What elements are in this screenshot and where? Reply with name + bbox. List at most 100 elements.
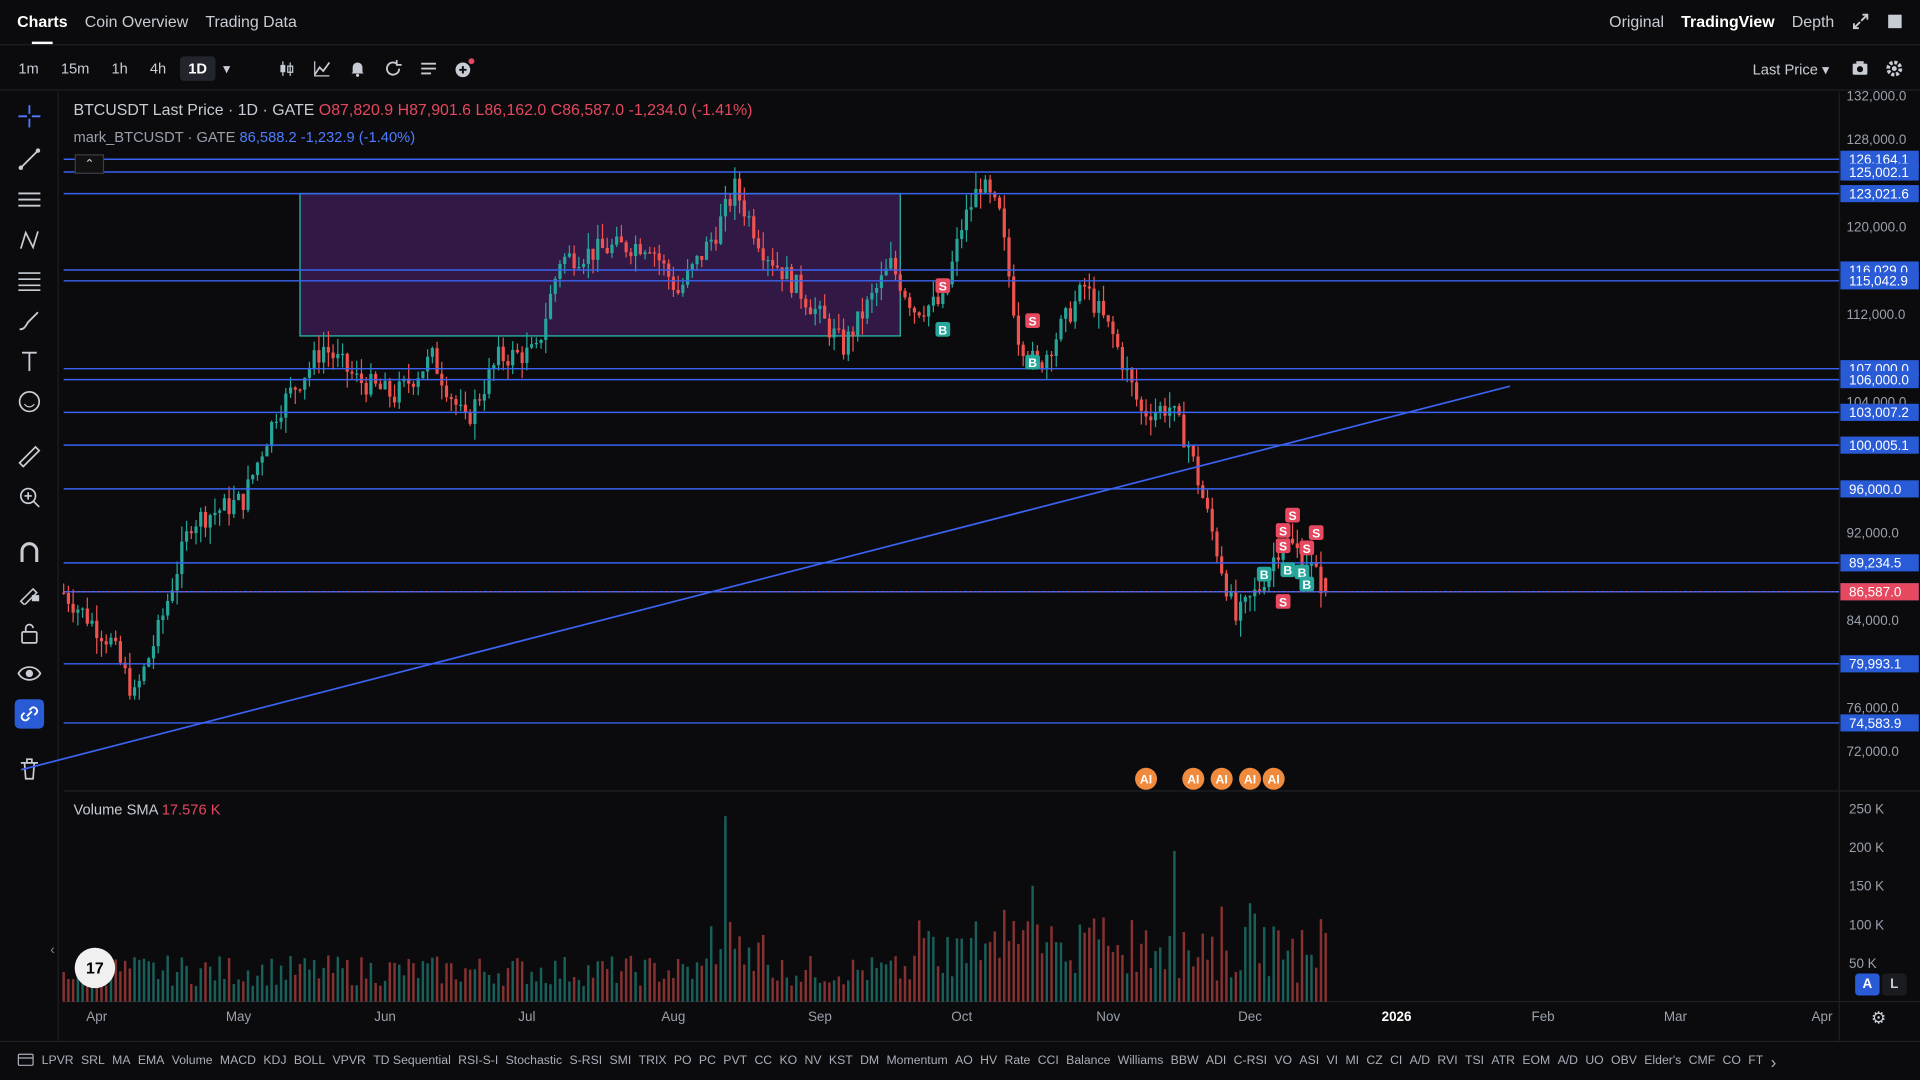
- price-type-dropdown[interactable]: Last Price ▾: [1752, 61, 1830, 79]
- alert-icon[interactable]: [347, 58, 369, 80]
- indicator-19[interactable]: KO: [779, 1054, 798, 1068]
- indicator-45[interactable]: UO: [1585, 1054, 1604, 1068]
- indicator-43[interactable]: EOM: [1522, 1054, 1551, 1068]
- indicator-25[interactable]: HV: [980, 1054, 998, 1068]
- link-icon[interactable]: [14, 699, 45, 729]
- auto-scale-button[interactable]: A: [1855, 973, 1880, 996]
- indicator-50[interactable]: FT: [1748, 1054, 1764, 1068]
- log-scale-button[interactable]: L: [1882, 973, 1907, 996]
- tab-charts[interactable]: Charts: [17, 12, 68, 45]
- brush-icon[interactable]: [15, 306, 44, 335]
- indicators-icon[interactable]: [311, 58, 333, 80]
- timeframe-15m[interactable]: 15m: [60, 60, 90, 78]
- indicator-47[interactable]: Elder's: [1644, 1054, 1682, 1068]
- indicator-10[interactable]: RSI-S-I: [458, 1054, 499, 1068]
- indicator-5[interactable]: MACD: [219, 1054, 256, 1068]
- indicator-20[interactable]: NV: [804, 1054, 822, 1068]
- indicator-40[interactable]: RVI: [1437, 1054, 1458, 1068]
- tab-tradingview[interactable]: TradingView: [1681, 12, 1775, 31]
- indicator-39[interactable]: A/D: [1409, 1054, 1431, 1068]
- candle-type-icon[interactable]: [276, 58, 298, 80]
- indicator-24[interactable]: AO: [955, 1054, 973, 1068]
- indicator-4[interactable]: Volume: [171, 1054, 213, 1068]
- indicator-26[interactable]: Rate: [1004, 1054, 1031, 1068]
- mark-price-label[interactable]: mark_BTCUSDT · GATE: [73, 128, 236, 146]
- indicator-11[interactable]: Stochastic: [505, 1054, 563, 1068]
- emoji-icon[interactable]: [15, 387, 44, 416]
- indicator-3[interactable]: EMA: [137, 1054, 165, 1068]
- indicator-0[interactable]: LPVR: [41, 1054, 74, 1068]
- magnet-icon[interactable]: [15, 538, 44, 567]
- indicator-21[interactable]: KST: [828, 1054, 853, 1068]
- indicator-31[interactable]: ADI: [1205, 1054, 1227, 1068]
- zoom-in-icon[interactable]: [15, 482, 44, 511]
- fib-icon[interactable]: [15, 266, 44, 295]
- indicator-46[interactable]: OBV: [1611, 1054, 1637, 1068]
- indicator-42[interactable]: ATR: [1491, 1054, 1515, 1068]
- indicator-41[interactable]: TSI: [1464, 1054, 1485, 1068]
- indicator-18[interactable]: CC: [754, 1054, 773, 1068]
- indicator-30[interactable]: BBW: [1170, 1054, 1199, 1068]
- add-plus-icon[interactable]: [453, 58, 475, 80]
- pattern-icon[interactable]: [15, 225, 44, 254]
- templates-icon[interactable]: [418, 58, 440, 80]
- indicator-9[interactable]: TD Sequential: [373, 1054, 451, 1068]
- indicator-6[interactable]: KDJ: [263, 1054, 287, 1068]
- indicator-13[interactable]: SMI: [609, 1054, 632, 1068]
- indicator-38[interactable]: CI: [1390, 1054, 1403, 1068]
- tab-original[interactable]: Original: [1609, 12, 1665, 31]
- axis-settings-icon[interactable]: ⚙: [1871, 1007, 1887, 1028]
- indicator-more-arrow[interactable]: ›: [1770, 1051, 1777, 1071]
- indicator-27[interactable]: CCI: [1037, 1054, 1059, 1068]
- tab-depth[interactable]: Depth: [1791, 12, 1835, 31]
- indicator-28[interactable]: Balance: [1066, 1054, 1111, 1068]
- ruler-icon[interactable]: [15, 442, 44, 471]
- horizontal-lines-icon[interactable]: [15, 185, 44, 214]
- tab-coin-overview[interactable]: Coin Overview: [84, 12, 189, 31]
- timeframe-4h[interactable]: 4h: [149, 60, 167, 78]
- indicator-37[interactable]: CZ: [1366, 1054, 1383, 1068]
- timeframe-1m[interactable]: 1m: [18, 60, 39, 78]
- indicator-1[interactable]: SRL: [80, 1054, 105, 1068]
- indicator-36[interactable]: MI: [1345, 1054, 1360, 1068]
- collapse-toolbar-arrow[interactable]: ‹: [50, 942, 55, 958]
- collapse-legend-button[interactable]: ⌃: [74, 154, 105, 174]
- expand-icon[interactable]: [1851, 13, 1868, 30]
- fullscreen-icon[interactable]: [1886, 13, 1903, 30]
- tab-trading-data[interactable]: Trading Data: [205, 12, 297, 31]
- indicator-8[interactable]: VPVR: [332, 1054, 366, 1068]
- chevron-down-icon[interactable]: ▾: [222, 60, 231, 78]
- trash-icon[interactable]: [15, 754, 44, 783]
- timeframe-1h[interactable]: 1h: [111, 60, 128, 78]
- text-icon[interactable]: [15, 347, 44, 376]
- indicator-49[interactable]: CO: [1722, 1054, 1741, 1068]
- indicator-29[interactable]: Williams: [1117, 1054, 1164, 1068]
- lock-drawing-icon[interactable]: [15, 578, 44, 607]
- symbol-title[interactable]: BTCUSDT Last Price · 1D · GATE: [73, 100, 315, 119]
- indicator-15[interactable]: PO: [673, 1054, 692, 1068]
- indicator-7[interactable]: BOLL: [293, 1054, 326, 1068]
- calendar-icon[interactable]: [17, 1052, 34, 1070]
- indicator-22[interactable]: DM: [860, 1054, 880, 1068]
- indicator-33[interactable]: VO: [1274, 1054, 1293, 1068]
- indicator-48[interactable]: CMF: [1688, 1054, 1716, 1068]
- indicator-16[interactable]: PC: [698, 1054, 716, 1068]
- timeframe-1d[interactable]: 1D: [179, 56, 216, 81]
- indicator-17[interactable]: PVT: [723, 1054, 748, 1068]
- indicator-35[interactable]: VI: [1326, 1054, 1339, 1068]
- indicator-12[interactable]: S-RSI: [569, 1054, 603, 1068]
- indicator-23[interactable]: Momentum: [886, 1054, 948, 1068]
- replay-icon[interactable]: [382, 58, 404, 80]
- gear-icon[interactable]: [1886, 60, 1903, 77]
- indicator-32[interactable]: C-RSI: [1233, 1054, 1268, 1068]
- indicator-2[interactable]: MA: [112, 1054, 131, 1068]
- camera-icon[interactable]: [1851, 60, 1868, 77]
- indicator-14[interactable]: TRIX: [638, 1054, 667, 1068]
- crosshair-icon[interactable]: [15, 102, 44, 131]
- volume-label[interactable]: Volume SMA: [73, 800, 158, 818]
- indicator-44[interactable]: A/D: [1557, 1054, 1578, 1068]
- indicator-34[interactable]: ASI: [1299, 1054, 1320, 1068]
- eye-icon[interactable]: [15, 659, 44, 688]
- trend-line-icon[interactable]: [15, 144, 44, 173]
- lock-icon[interactable]: [15, 618, 44, 647]
